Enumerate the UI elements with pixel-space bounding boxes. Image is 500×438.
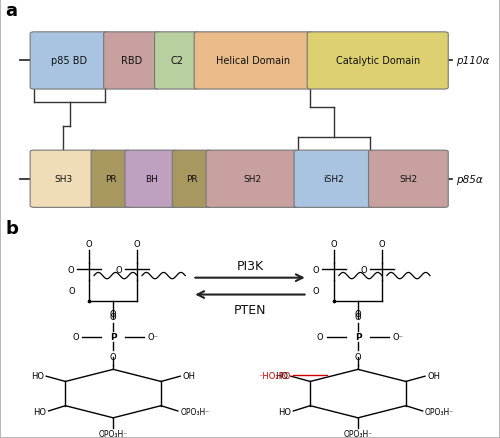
- Text: p110α: p110α: [456, 57, 490, 66]
- Text: C2: C2: [170, 57, 183, 66]
- Text: RBD: RBD: [121, 57, 142, 66]
- Text: OPO₃H⁻: OPO₃H⁻: [344, 429, 372, 438]
- FancyBboxPatch shape: [30, 151, 96, 208]
- Text: PR: PR: [186, 175, 198, 184]
- Text: OH: OH: [428, 371, 440, 380]
- Text: O: O: [110, 312, 116, 321]
- Text: P: P: [110, 332, 116, 341]
- Text: O: O: [354, 312, 362, 321]
- Text: OPO₃H⁻: OPO₃H⁻: [180, 407, 210, 416]
- Text: SH3: SH3: [54, 175, 72, 184]
- Text: O⁻: O⁻: [148, 332, 159, 341]
- FancyBboxPatch shape: [307, 33, 448, 90]
- Text: O: O: [134, 240, 140, 249]
- Text: P: P: [354, 332, 362, 341]
- Text: OPO₃H⁻: OPO₃H⁻: [98, 429, 128, 438]
- FancyBboxPatch shape: [172, 151, 212, 208]
- Text: ⁻HO₂PO: ⁻HO₂PO: [258, 371, 291, 380]
- Text: O: O: [115, 265, 122, 274]
- Text: OH: OH: [182, 371, 196, 380]
- FancyBboxPatch shape: [368, 151, 448, 208]
- Text: HO: HO: [31, 371, 44, 380]
- Text: O: O: [86, 240, 92, 249]
- FancyBboxPatch shape: [91, 151, 130, 208]
- Text: SH2: SH2: [400, 175, 417, 184]
- Text: p85α: p85α: [456, 174, 483, 184]
- FancyBboxPatch shape: [154, 33, 200, 90]
- Text: Catalytic Domain: Catalytic Domain: [336, 57, 420, 66]
- Text: PTEN: PTEN: [234, 303, 266, 316]
- Text: HO: HO: [278, 407, 291, 416]
- Text: O: O: [68, 286, 75, 295]
- Text: PI3K: PI3K: [236, 259, 264, 272]
- Text: O: O: [72, 332, 78, 341]
- Text: O: O: [110, 310, 116, 318]
- Text: O: O: [67, 265, 74, 274]
- Text: O: O: [378, 240, 386, 249]
- Text: PR: PR: [105, 175, 117, 184]
- Text: b: b: [5, 219, 18, 237]
- Text: O: O: [330, 240, 338, 249]
- Text: O⁻: O⁻: [392, 332, 404, 341]
- Text: O: O: [317, 332, 324, 341]
- Text: BH: BH: [145, 175, 158, 184]
- Text: HO: HO: [276, 371, 288, 380]
- FancyBboxPatch shape: [30, 33, 109, 90]
- Text: O: O: [313, 286, 320, 295]
- Text: a: a: [5, 2, 17, 20]
- FancyBboxPatch shape: [125, 151, 178, 208]
- Text: HO: HO: [33, 407, 46, 416]
- Text: O: O: [312, 265, 318, 274]
- Text: O: O: [354, 353, 362, 362]
- Text: p85 BD: p85 BD: [52, 57, 88, 66]
- FancyBboxPatch shape: [206, 151, 300, 208]
- Text: Helical Domain: Helical Domain: [216, 57, 290, 66]
- FancyBboxPatch shape: [294, 151, 374, 208]
- Text: SH2: SH2: [244, 175, 262, 184]
- Text: O: O: [354, 310, 362, 318]
- Text: OPO₃H⁻: OPO₃H⁻: [425, 407, 454, 416]
- FancyBboxPatch shape: [104, 33, 160, 90]
- Text: O: O: [360, 265, 366, 274]
- Text: iSH2: iSH2: [324, 175, 344, 184]
- Text: O: O: [110, 353, 116, 362]
- FancyBboxPatch shape: [194, 33, 312, 90]
